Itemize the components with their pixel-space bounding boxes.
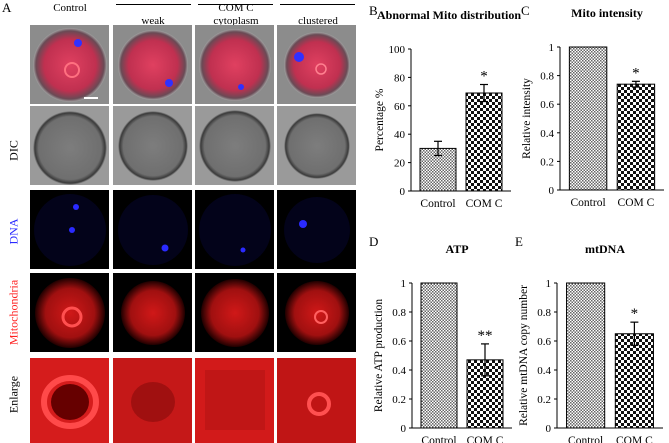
y-axis-label: Percentage % <box>374 88 386 151</box>
y-tick-label: 0.8 <box>392 307 406 319</box>
panel-b-label: B <box>369 3 378 18</box>
panel-a-label: A <box>2 0 12 15</box>
y-tick-label: 0.6 <box>392 336 406 348</box>
panel-c-label: C <box>521 3 530 18</box>
x-tick-label: COM C <box>618 197 655 209</box>
y-tick-label: 0.2 <box>540 156 554 168</box>
y-tick-label: 40 <box>394 129 406 141</box>
enlarge-clustered <box>277 358 356 443</box>
enlarge-weak <box>113 358 192 443</box>
y-tick-label: 60 <box>394 101 406 113</box>
bar <box>616 83 656 191</box>
dic-control <box>30 106 109 185</box>
scale-bar <box>84 97 98 99</box>
dna-control <box>30 190 109 269</box>
y-tick-label: 0.6 <box>537 336 551 348</box>
y-tick-label: 80 <box>394 72 406 84</box>
col-title-control: Control <box>53 2 87 14</box>
chart-title: Abnormal Mito distribution <box>377 8 521 22</box>
col-divider-clustered <box>280 4 355 5</box>
chart-title: mtDNA <box>585 242 625 256</box>
bar <box>420 282 458 429</box>
y-tick-label: 0 <box>400 186 406 198</box>
chart-title: Mito intensity <box>571 6 643 20</box>
y-tick-label: 1 <box>549 42 555 54</box>
y-tick-label: 100 <box>389 44 406 56</box>
y-tick-label: 20 <box>394 158 406 170</box>
y-tick-label: 0.2 <box>537 394 551 406</box>
y-axis-label: Relative intensity <box>521 78 533 159</box>
merge-weak <box>113 25 192 104</box>
col-title-cytoplasm: COM C cytoplasm <box>213 2 259 27</box>
x-tick-label: COM C <box>467 435 504 443</box>
y-tick-label: 0 <box>546 423 552 435</box>
enlarge-control <box>30 358 109 443</box>
y-axis-label: Relative mtDNA copy number <box>518 285 530 426</box>
x-tick-label: Control <box>568 435 603 443</box>
enlarge-cytoplasm <box>195 358 274 443</box>
dic-clustered <box>277 106 356 185</box>
mito-cytoplasm <box>195 273 274 352</box>
mito-clustered <box>277 273 356 352</box>
y-tick-label: 0 <box>549 185 555 197</box>
y-tick-label: 0.4 <box>540 128 554 140</box>
significance-mark: * <box>632 65 640 81</box>
y-tick-label: 0.4 <box>537 365 551 377</box>
y-tick-label: 0.2 <box>392 394 406 406</box>
bar <box>465 92 503 192</box>
merge-control <box>30 25 109 104</box>
bar <box>614 333 654 429</box>
mito-control <box>30 273 109 352</box>
dna-cytoplasm <box>195 190 274 269</box>
bar <box>566 282 606 429</box>
col-divider-cytoplasm <box>198 4 273 5</box>
panel-e-label: E <box>515 234 523 249</box>
significance-mark: * <box>631 306 639 322</box>
y-tick-label: 1 <box>546 278 552 290</box>
dna-weak <box>113 190 192 269</box>
chart-title: ATP <box>445 242 468 256</box>
panel-d-label: D <box>369 234 379 249</box>
mito-weak <box>113 273 192 352</box>
dic-cytoplasm <box>195 106 274 185</box>
bar <box>568 46 608 191</box>
col-divider-weak <box>116 4 191 5</box>
y-tick-label: 0.4 <box>392 365 406 377</box>
x-tick-label: Control <box>571 197 606 209</box>
y-tick-label: 1 <box>401 278 407 290</box>
y-axis-label: Relative ATP production <box>373 299 385 413</box>
y-tick-label: 0.6 <box>540 99 554 111</box>
merge-clustered <box>277 25 356 104</box>
y-tick-label: 0.8 <box>537 307 551 319</box>
col-title-clustered: clustered <box>298 15 338 27</box>
x-tick-label: COM C <box>466 198 503 210</box>
x-tick-label: Control <box>420 198 455 210</box>
y-tick-label: 0.8 <box>540 71 554 83</box>
x-tick-label: Control <box>421 435 456 443</box>
col-title-weak: weak <box>141 15 165 27</box>
significance-mark: ** <box>478 328 493 344</box>
dic-weak <box>113 106 192 185</box>
y-tick-label: 0 <box>401 423 407 435</box>
dna-clustered <box>277 190 356 269</box>
merge-cytoplasm <box>195 25 274 104</box>
significance-mark: * <box>480 69 488 85</box>
x-tick-label: COM C <box>616 435 653 443</box>
